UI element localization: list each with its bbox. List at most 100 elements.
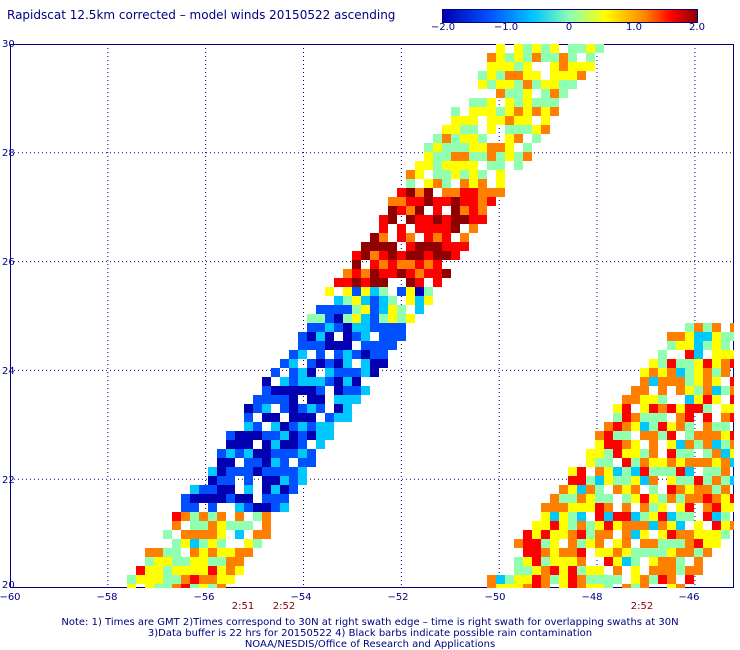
wind-cell bbox=[199, 539, 208, 548]
wind-cell bbox=[388, 341, 397, 350]
wind-cell bbox=[703, 458, 712, 467]
wind-cell bbox=[370, 314, 379, 323]
wind-cell bbox=[487, 53, 496, 62]
wind-cell bbox=[343, 305, 352, 314]
wind-cell bbox=[559, 80, 568, 89]
wind-cell bbox=[631, 494, 640, 503]
wind-cell bbox=[694, 539, 703, 548]
wind-cell bbox=[658, 494, 667, 503]
colorbar bbox=[442, 9, 698, 23]
wind-cell bbox=[667, 521, 676, 530]
wind-cell bbox=[235, 548, 244, 557]
wind-cell bbox=[199, 584, 208, 588]
wind-cell bbox=[469, 134, 478, 143]
wind-cell bbox=[496, 71, 505, 80]
wind-cell bbox=[676, 404, 685, 413]
wind-cell bbox=[343, 332, 352, 341]
wind-cell bbox=[316, 332, 325, 341]
wind-cell bbox=[361, 242, 370, 251]
wind-cell bbox=[190, 503, 199, 512]
wind-cell bbox=[676, 476, 685, 485]
wind-cell bbox=[667, 440, 676, 449]
wind-cell bbox=[658, 359, 667, 368]
wind-cell bbox=[541, 89, 550, 98]
wind-cell bbox=[568, 44, 577, 53]
wind-cell bbox=[703, 368, 712, 377]
wind-cell bbox=[667, 377, 676, 386]
wind-cell bbox=[487, 188, 496, 197]
wind-cell bbox=[685, 503, 694, 512]
wind-cell bbox=[424, 269, 433, 278]
wind-cell bbox=[280, 386, 289, 395]
wind-cell bbox=[514, 53, 523, 62]
wind-cell bbox=[676, 467, 685, 476]
wind-cell bbox=[622, 476, 631, 485]
wind-cell bbox=[649, 377, 658, 386]
wind-cell bbox=[595, 539, 604, 548]
wind-cell bbox=[658, 539, 667, 548]
wind-cell bbox=[298, 413, 307, 422]
wind-cell bbox=[703, 503, 712, 512]
wind-cell bbox=[703, 359, 712, 368]
wind-cell bbox=[127, 575, 136, 584]
lon-label: −56 bbox=[193, 592, 215, 603]
wind-cell bbox=[613, 467, 622, 476]
lat-label: 30 bbox=[2, 39, 15, 50]
wind-cell bbox=[730, 413, 734, 422]
wind-cell bbox=[388, 251, 397, 260]
wind-cell bbox=[631, 386, 640, 395]
wind-cell bbox=[550, 566, 559, 575]
wind-cell bbox=[235, 467, 244, 476]
wind-cell bbox=[307, 404, 316, 413]
wind-cell bbox=[487, 80, 496, 89]
wind-cell bbox=[172, 512, 181, 521]
wind-cell bbox=[658, 404, 667, 413]
wind-cell bbox=[703, 476, 712, 485]
wind-cell bbox=[541, 539, 550, 548]
wind-cell bbox=[514, 80, 523, 89]
wind-cell bbox=[442, 251, 451, 260]
wind-cell bbox=[577, 584, 586, 588]
wind-cell bbox=[262, 530, 271, 539]
wind-cell bbox=[217, 521, 226, 530]
wind-cell bbox=[631, 440, 640, 449]
wind-cell bbox=[271, 485, 280, 494]
wind-cell bbox=[667, 557, 676, 566]
wind-cell bbox=[730, 323, 734, 332]
wind-cell bbox=[316, 404, 325, 413]
wind-cell bbox=[712, 476, 721, 485]
wind-cell bbox=[424, 296, 433, 305]
wind-cell bbox=[685, 467, 694, 476]
wind-cell bbox=[226, 548, 235, 557]
wind-cell bbox=[271, 494, 280, 503]
wind-cell bbox=[532, 521, 541, 530]
wind-cell bbox=[271, 449, 280, 458]
wind-cell bbox=[613, 449, 622, 458]
wind-cell bbox=[271, 422, 280, 431]
wind-cell bbox=[262, 449, 271, 458]
wind-cell bbox=[694, 404, 703, 413]
wind-cell bbox=[451, 170, 460, 179]
wind-cell bbox=[379, 296, 388, 305]
wind-cell bbox=[622, 539, 631, 548]
wind-cell bbox=[379, 242, 388, 251]
wind-cell bbox=[559, 521, 568, 530]
wind-cell bbox=[379, 260, 388, 269]
wind-cell bbox=[325, 359, 334, 368]
wind-cell bbox=[649, 395, 658, 404]
wind-cell bbox=[460, 116, 469, 125]
wind-cell bbox=[406, 287, 415, 296]
wind-cell bbox=[379, 359, 388, 368]
wind-cell bbox=[397, 332, 406, 341]
wind-cell bbox=[514, 44, 523, 53]
wind-cell bbox=[667, 476, 676, 485]
wind-cell bbox=[262, 494, 271, 503]
wind-cell bbox=[388, 305, 397, 314]
lat-label: 28 bbox=[2, 148, 15, 159]
wind-cell bbox=[730, 458, 734, 467]
wind-cell bbox=[469, 179, 478, 188]
wind-cell bbox=[298, 440, 307, 449]
wind-cell bbox=[244, 521, 253, 530]
wind-cell bbox=[379, 341, 388, 350]
wind-cell bbox=[595, 485, 604, 494]
